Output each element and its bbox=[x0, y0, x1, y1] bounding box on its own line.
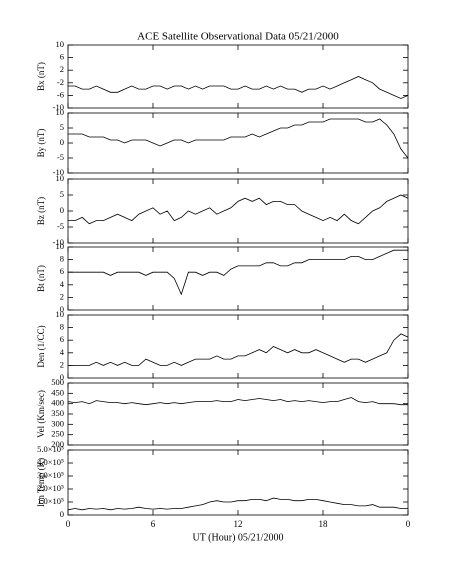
y-tick-label: 250 bbox=[51, 429, 64, 439]
y-tick-label: 2.0×10⁵ bbox=[37, 483, 64, 493]
y-tick-label: -10 bbox=[53, 237, 64, 247]
y-axis-label: Bx (nT) bbox=[36, 62, 46, 91]
x-axis-label: UT (Hour) 05/21/2000 bbox=[193, 532, 284, 543]
y-tick-label: 0 bbox=[60, 205, 64, 215]
y-tick-label: 400 bbox=[51, 398, 64, 408]
y-tick-label: 10 bbox=[56, 39, 65, 49]
y-tick-label: 350 bbox=[51, 408, 64, 418]
y-tick-label: 5 bbox=[60, 189, 64, 199]
y-axis-label: Bt (nT) bbox=[36, 265, 46, 292]
y-tick-label: 2 bbox=[60, 359, 64, 369]
y-tick-label: 10 bbox=[56, 173, 65, 183]
y-tick-label: 8 bbox=[60, 322, 64, 332]
y-tick-label: 6 bbox=[60, 334, 64, 344]
y-axis-label: Ion Temp (K) bbox=[36, 458, 46, 507]
x-tick-label: 0 bbox=[66, 519, 71, 529]
y-tick-label: -6 bbox=[57, 89, 64, 99]
y-axis-label: By (nT) bbox=[36, 129, 46, 158]
y-tick-label: 10 bbox=[56, 309, 65, 319]
y-tick-label: 5 bbox=[60, 122, 64, 132]
y-tick-label: 450 bbox=[51, 387, 64, 397]
y-tick-label: -5 bbox=[57, 221, 64, 231]
panel-frame bbox=[67, 112, 409, 174]
data-line bbox=[68, 249, 408, 296]
y-tick-label: 6 bbox=[60, 52, 64, 62]
y-tick-label: 10 bbox=[56, 241, 65, 251]
y-tick-label: -5 bbox=[57, 152, 64, 162]
data-line bbox=[68, 194, 409, 225]
y-tick-label: 4.0×10⁵ bbox=[37, 457, 64, 467]
y-axis-label: Bz (nT) bbox=[36, 197, 46, 225]
y-tick-label: 500 bbox=[51, 377, 64, 387]
y-tick-label: 300 bbox=[51, 418, 64, 428]
x-tick-label: 12 bbox=[234, 519, 243, 529]
y-tick-label: -2 bbox=[57, 77, 64, 87]
data-line bbox=[68, 118, 409, 159]
x-tick-label: 18 bbox=[319, 519, 329, 529]
y-tick-label: 0 bbox=[60, 137, 64, 147]
chart-title: ACE Satellite Observational Data 05/21/2… bbox=[137, 31, 339, 43]
x-tick-label: 6 bbox=[151, 519, 156, 529]
y-tick-label: 0 bbox=[60, 372, 64, 382]
y-tick-label: 4 bbox=[60, 347, 65, 357]
data-line bbox=[67, 397, 408, 406]
y-tick-label: 2 bbox=[60, 291, 64, 301]
y-tick-label: 0 bbox=[60, 304, 64, 314]
y-tick-label: 1.0×10⁵ bbox=[37, 496, 64, 506]
data-line bbox=[67, 497, 408, 511]
y-tick-label: 6 bbox=[60, 266, 64, 276]
y-tick-label: 4 bbox=[60, 279, 65, 289]
y-tick-label: 2 bbox=[60, 64, 64, 74]
y-tick-label: 10 bbox=[56, 107, 65, 117]
data-line bbox=[68, 76, 409, 99]
y-tick-label: 3.0×10⁵ bbox=[37, 470, 64, 480]
panel-frame bbox=[67, 382, 409, 446]
y-axis-label: Vel (Km/sec) bbox=[36, 390, 46, 438]
panel-frame bbox=[67, 44, 409, 109]
x-tick-label: 0 bbox=[406, 519, 411, 529]
y-tick-label: 5.0×10⁵ bbox=[37, 444, 64, 454]
y-tick-label: 0 bbox=[60, 509, 64, 519]
y-axis-label: Den (1/CC) bbox=[36, 325, 46, 367]
panel-frame bbox=[67, 178, 409, 244]
y-tick-label: 200 bbox=[51, 439, 64, 449]
y-tick-label: 8 bbox=[60, 254, 64, 264]
y-tick-label: -10 bbox=[53, 167, 64, 177]
panel-frame bbox=[67, 314, 409, 379]
data-line bbox=[68, 333, 409, 366]
y-tick-label: -10 bbox=[53, 102, 64, 112]
